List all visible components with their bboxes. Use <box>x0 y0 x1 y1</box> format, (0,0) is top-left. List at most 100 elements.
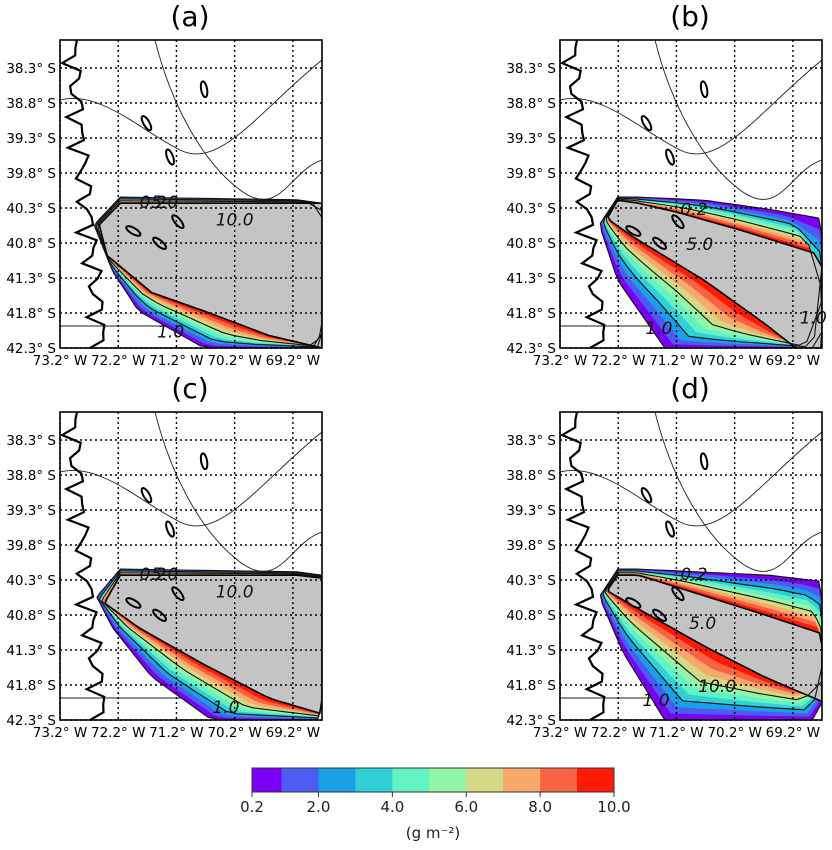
lake <box>199 452 209 471</box>
y-tick-label: 41.3° S <box>6 643 56 659</box>
contour-line <box>95 198 322 348</box>
contour-line <box>93 196 322 348</box>
y-tick-label: 40.8° S <box>6 236 56 252</box>
x-tick-label: 69.2° W <box>766 725 820 741</box>
contour-label: 10.0 <box>216 583 254 603</box>
contour-label: 5.0 <box>151 565 178 585</box>
lake <box>140 487 153 504</box>
contour-label: 1.0 <box>643 691 670 711</box>
y-tick-label: 41.3° S <box>506 643 556 659</box>
y-tick-label: 40.3° S <box>506 573 556 589</box>
contour-label: 5.0 <box>151 193 178 213</box>
x-tick-label: 72.2° W <box>91 725 145 741</box>
coastline <box>560 40 606 348</box>
map-panel-b: 73.2° W 72.2° W 71.2° W 70.2° W 69.2° W 38.3°… <box>506 39 827 369</box>
y-tick-label: 39.3° S <box>506 131 556 147</box>
colorbar-tick-label: 8.0 <box>528 798 552 816</box>
x-tick-label: 69.2° W <box>266 353 320 369</box>
y-tick-label: 41.8° S <box>506 306 556 322</box>
contour-label: 5.0 <box>686 235 713 255</box>
panel-title-a: (a) <box>170 0 209 33</box>
y-tick-label: 38.8° S <box>6 96 56 112</box>
colorbar-swatch <box>503 768 541 792</box>
lake <box>165 148 175 166</box>
contour-label: 5.0 <box>689 614 716 634</box>
x-tick-label: 71.2° W <box>649 725 703 741</box>
x-tick-label: 73.2° W <box>33 725 87 741</box>
y-tick-label: 39.8° S <box>6 538 56 554</box>
contour-line <box>97 200 322 347</box>
x-tick-label: 69.2° W <box>266 725 320 741</box>
x-tick-label: 70.2° W <box>707 353 761 369</box>
x-tick-label: 69.2° W <box>766 353 820 369</box>
coastline <box>60 412 106 720</box>
y-tick-label: 40.3° S <box>6 573 56 589</box>
lake <box>640 487 653 504</box>
lake <box>171 214 185 230</box>
y-tick-label: 40.8° S <box>6 608 56 624</box>
y-tick-label: 41.8° S <box>6 306 56 322</box>
saturated-region <box>607 199 822 348</box>
lake <box>171 586 185 602</box>
colorbar-swatch <box>392 768 430 792</box>
contour-label: 1.0 <box>212 698 239 718</box>
panel-title-d: (d) <box>670 372 710 405</box>
colorbar-tick-label: 10.0 <box>597 798 630 816</box>
y-tick-label: 42.3° S <box>6 341 56 357</box>
province-border <box>654 40 822 200</box>
province-border <box>60 431 322 527</box>
lake <box>671 214 685 230</box>
y-tick-label: 39.8° S <box>506 166 556 182</box>
x-tick-label: 73.2° W <box>533 353 587 369</box>
x-tick-label: 71.2° W <box>149 725 203 741</box>
lake <box>699 80 709 99</box>
map-frame <box>559 39 823 349</box>
saturated-region <box>104 574 322 715</box>
lake <box>125 597 142 609</box>
province-border <box>654 412 822 572</box>
lake <box>125 225 142 237</box>
y-tick-label: 40.8° S <box>506 236 556 252</box>
y-tick-label: 38.3° S <box>506 433 556 449</box>
colorbar-swatch <box>466 768 504 792</box>
contour-label: 10.0 <box>216 211 254 231</box>
map-panel-c: 73.2° W 72.2° W 71.2° W 70.2° W 69.2° W 38.3°… <box>6 411 323 741</box>
colorbar-swatch <box>355 768 393 792</box>
contour-label: 1.0 <box>157 323 184 343</box>
lake <box>625 597 642 609</box>
y-tick-label: 39.3° S <box>6 503 56 519</box>
x-tick-label: 70.2° W <box>707 725 761 741</box>
colorbar-swatch <box>318 768 356 792</box>
lake <box>665 520 675 538</box>
colorbar-tick-label: 0.2 <box>240 798 264 816</box>
y-tick-label: 38.3° S <box>6 433 56 449</box>
y-tick-label: 39.3° S <box>506 503 556 519</box>
y-tick-label: 40.3° S <box>506 201 556 217</box>
coastline <box>560 412 606 720</box>
colorbar-swatch <box>252 768 283 792</box>
lake <box>152 236 167 250</box>
map-panel-d: 73.2° W 72.2° W 71.2° W 70.2° W 69.2° W 38.3°… <box>506 411 823 741</box>
contour-label: 0.2 <box>680 200 707 220</box>
province-border <box>154 412 322 572</box>
y-tick-label: 42.3° S <box>506 341 556 357</box>
lake <box>152 608 167 622</box>
lake <box>165 520 175 538</box>
province-border <box>60 59 322 155</box>
x-tick-label: 70.2° W <box>207 353 261 369</box>
y-tick-label: 42.3° S <box>6 713 56 729</box>
y-tick-label: 40.3° S <box>6 201 56 217</box>
coastline <box>60 40 106 348</box>
province-border <box>560 431 822 527</box>
y-tick-label: 38.8° S <box>6 468 56 484</box>
x-tick-label: 72.2° W <box>591 725 645 741</box>
y-tick-label: 39.8° S <box>6 166 56 182</box>
x-tick-label: 73.2° W <box>33 353 87 369</box>
contour-label: 0.2 <box>140 565 167 585</box>
y-tick-label: 41.8° S <box>6 678 56 694</box>
x-tick-label: 72.2° W <box>91 353 145 369</box>
colorbar-swatch <box>540 768 578 792</box>
y-tick-label: 38.3° S <box>6 61 56 77</box>
map-frame <box>59 39 323 349</box>
